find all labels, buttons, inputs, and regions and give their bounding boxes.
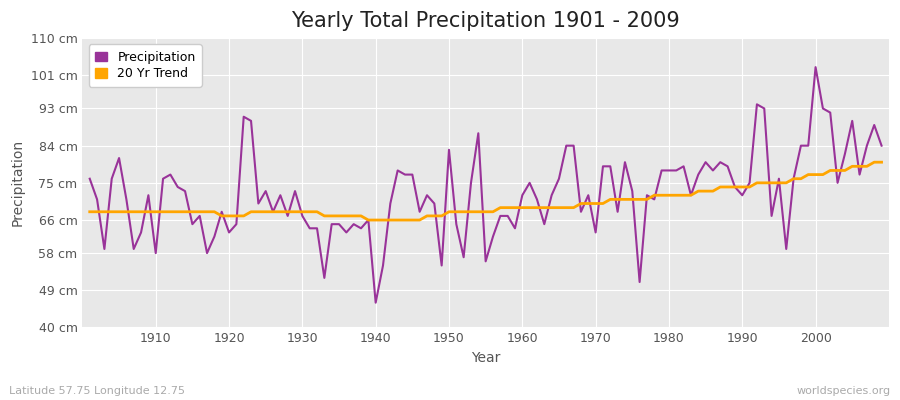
20 Yr Trend <box>363 218 374 222</box>
Line: 20 Yr Trend: 20 Yr Trend <box>90 162 882 220</box>
20 Yr Trend <box>348 214 359 218</box>
Y-axis label: Precipitation: Precipitation <box>11 139 25 226</box>
20 Yr Trend <box>85 209 95 214</box>
Text: worldspecies.org: worldspecies.org <box>796 386 891 396</box>
Precipitation <box>810 65 821 70</box>
Precipitation <box>304 226 315 231</box>
Legend: Precipitation, 20 Yr Trend: Precipitation, 20 Yr Trend <box>89 44 202 87</box>
20 Yr Trend <box>517 205 527 210</box>
20 Yr Trend <box>868 160 879 164</box>
20 Yr Trend <box>524 205 535 210</box>
Precipitation <box>517 193 527 198</box>
20 Yr Trend <box>612 197 623 202</box>
20 Yr Trend <box>877 160 887 164</box>
Precipitation <box>370 300 381 305</box>
Precipitation <box>143 193 154 198</box>
Text: Latitude 57.75 Longitude 12.75: Latitude 57.75 Longitude 12.75 <box>9 386 185 396</box>
Precipitation <box>348 222 359 226</box>
Title: Yearly Total Precipitation 1901 - 2009: Yearly Total Precipitation 1901 - 2009 <box>292 11 680 31</box>
Precipitation <box>524 180 535 185</box>
Precipitation <box>85 176 95 181</box>
X-axis label: Year: Year <box>471 351 500 365</box>
20 Yr Trend <box>143 209 154 214</box>
Precipitation <box>612 209 623 214</box>
20 Yr Trend <box>304 209 315 214</box>
Precipitation <box>877 143 887 148</box>
Line: Precipitation: Precipitation <box>90 67 882 303</box>
